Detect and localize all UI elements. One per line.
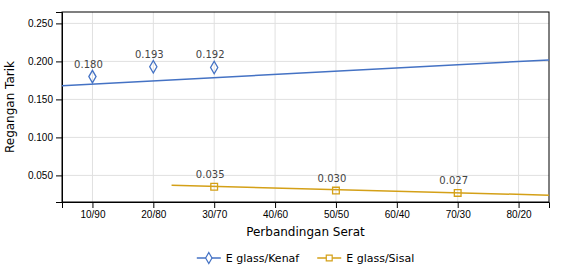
grid-line [62,61,549,62]
trend-line [172,185,549,195]
point [454,190,461,197]
tick-mark [153,202,154,208]
tick: 80/20 [507,202,532,220]
point [89,70,96,82]
tick-label: 0.250 [28,18,53,29]
point [333,187,340,194]
tick: 0.250 [28,18,62,29]
tick-mark [92,202,93,208]
data-label: 0.030 [318,173,347,184]
tick-label: 0.150 [28,94,53,105]
tick-label: 20/80 [141,209,166,220]
legend-label: E glass/Kenaf [226,252,301,265]
legend-marker [206,252,212,263]
tick-label: 40/60 [263,209,288,220]
tick-mark [56,175,62,176]
chart: 10/90 20/80 30/70 40/60 50/50 60/40 70/30 80/20… [0,0,565,268]
grid [62,12,549,202]
tick-mark [275,202,276,208]
data-label: 0.180 [74,59,103,70]
grid-line [518,12,519,202]
grid-line [62,175,549,176]
plot: 10/90 20/80 30/70 40/60 50/50 60/40 70/30 80/20… [28,12,550,220]
point [211,183,218,190]
x-axis: 10/90 20/80 30/70 40/60 50/50 60/40 70/30 80/20 [63,202,550,220]
tick-label: 10/90 [80,209,105,220]
data-label: 0.035 [196,169,225,180]
legend-label: E glass/Sisal [346,252,414,265]
grid-line [153,12,154,202]
legend-item: E glass/Sisal [317,252,414,265]
tick: 30/70 [202,202,227,220]
tick: 50/50 [324,202,349,220]
data-label: 0.192 [196,49,225,60]
tick-mark [56,23,62,24]
x-axis-title: Perbandingan Serat [246,225,365,239]
legend-item: E glass/Kenaf [197,252,301,265]
tick: 0.200 [28,56,62,67]
axis-line [63,203,550,209]
grid-line [62,23,549,24]
data-labels: 0.180 0.193 0.192 0.035 0.030 0.027 [74,49,468,186]
tick-mark [214,202,215,208]
tick-mark [56,99,62,100]
tick: 0.150 [28,94,62,105]
grid-line [396,12,397,202]
tick-label: 50/50 [324,209,349,220]
tick: 0.050 [28,170,62,181]
tick: 10/90 [80,202,105,220]
trend-line [62,60,549,86]
point [150,60,157,72]
plot-frame [62,12,549,202]
tick-label: 70/30 [446,209,471,220]
grid-line [92,12,93,202]
legend: E glass/Kenaf E glass/Sisal [197,252,414,265]
grid-line [62,99,549,100]
grid-line [275,12,276,202]
tick-mark [397,202,398,208]
tick: 20/80 [141,202,166,220]
y-axis-title: Regangan Tarik [3,61,17,153]
grid-line [457,12,458,202]
axis-line [56,13,63,203]
y-axis: 0.050 0.100 0.150 0.200 0.250 [28,13,63,203]
tick-label: 60/40 [385,209,410,220]
legend-marker [326,255,332,261]
tick-mark [519,202,520,208]
tick-label: 0.100 [28,132,53,143]
data-label: 0.027 [439,175,468,186]
tick: 0.100 [28,132,62,143]
tick-label: 30/70 [202,209,227,220]
tick-label: 80/20 [507,209,532,220]
grid-line [62,137,549,138]
tick: 70/30 [446,202,471,220]
tick-mark [56,137,62,138]
marks [62,60,549,196]
tick-mark [56,61,62,62]
tick: 60/40 [385,202,410,220]
tick-label: 0.200 [28,56,53,67]
data-label: 0.193 [135,49,164,60]
tick-label: 0.050 [28,170,53,181]
tick-mark [458,202,459,208]
point [211,61,218,73]
tick: 40/60 [263,202,288,220]
tick-mark [336,202,337,208]
